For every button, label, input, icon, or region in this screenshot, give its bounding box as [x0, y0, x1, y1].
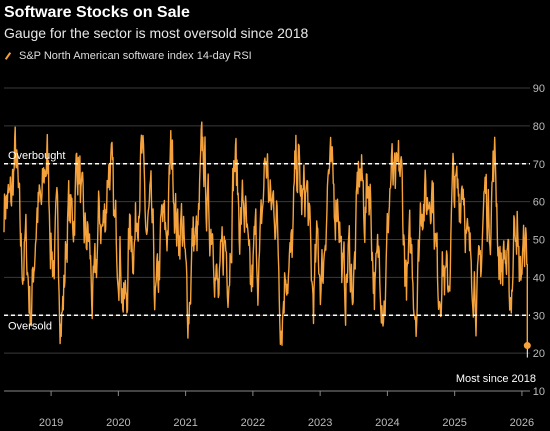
overbought-label: Overbought — [8, 150, 65, 162]
y-tick-label: 40 — [533, 272, 545, 284]
y-tick-label: 30 — [533, 310, 545, 322]
y-tick-label: 70 — [533, 159, 545, 171]
x-tick-label: 2024 — [375, 417, 399, 429]
latest-label: Most since 2018 — [456, 373, 536, 385]
x-tick-label: 2021 — [173, 417, 197, 429]
legend: S&P North American software index 14-day… — [4, 50, 252, 62]
y-tick-label: 50 — [533, 235, 545, 247]
y-tick-label: 60 — [533, 197, 545, 209]
y-tick-label: 10 — [533, 386, 545, 398]
latest-point — [523, 342, 531, 350]
chart-subtitle: Gauge for the sector is most oversold si… — [4, 25, 309, 41]
rsi-series-line — [3, 121, 528, 346]
x-tick-label: 2019 — [39, 417, 63, 429]
x-axis: 2019 2020 2021 2022 2023 2024 2025 2026 — [4, 390, 534, 429]
y-tick-label: 80 — [533, 121, 545, 133]
x-tick-label: 2026 — [510, 417, 534, 429]
x-tick-label: 2023 — [308, 417, 332, 429]
oversold-label: Oversold — [8, 320, 52, 332]
y-tick-label: 90 — [533, 83, 545, 95]
y-tick-label: 20 — [533, 348, 545, 360]
chart-title: Software Stocks on Sale — [4, 4, 190, 21]
x-tick-label: 2020 — [106, 417, 130, 429]
x-tick-label: 2025 — [442, 417, 466, 429]
legend-label: S&P North American software index 14-day… — [19, 50, 252, 62]
y-axis: 10 20 30 40 50 60 70 80 90 — [533, 83, 545, 398]
x-tick-label: 2022 — [241, 417, 265, 429]
